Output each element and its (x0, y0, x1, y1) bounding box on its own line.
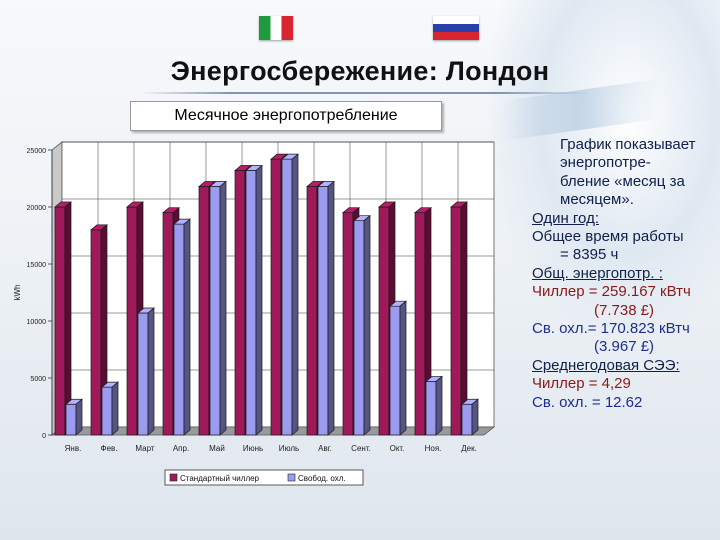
x-tick-label: Апр. (173, 444, 189, 453)
bar-standard-chiller (162, 212, 174, 436)
x-tick-label: Июль (279, 444, 299, 453)
bar-free-cooling (425, 381, 437, 436)
hours-value: = 8395 ч (560, 246, 619, 264)
bar-free-cooling-side (111, 381, 119, 436)
italy-flag-icon[interactable] (259, 16, 293, 40)
bar-standard-chiller (450, 206, 462, 436)
bar-standard-chiller (198, 186, 210, 436)
bar-free-cooling-side (435, 375, 443, 436)
bar-free-cooling-side (399, 300, 407, 436)
x-tick-label: Ноя. (425, 444, 442, 453)
bar-free-cooling-side (75, 398, 83, 436)
bar-free-cooling-side (219, 180, 227, 436)
russia-flag-icon[interactable] (433, 16, 479, 40)
bar-free-cooling (353, 220, 365, 436)
eer-chiller: Чиллер = 4,29 (532, 375, 631, 393)
bar-free-cooling (461, 403, 473, 436)
bar-free-cooling (173, 223, 185, 436)
legend-swatch (287, 473, 296, 482)
x-tick-label: Июнь (243, 444, 263, 453)
consumption-label: Общ. энергопотр. : (532, 264, 663, 282)
legend-swatch (169, 473, 178, 482)
y-tick-label: 5000 (30, 376, 46, 383)
bar-free-cooling-side (255, 164, 263, 436)
chiller-cost: (7.738 £) (594, 301, 655, 319)
bar-free-cooling (317, 186, 329, 436)
x-tick-label: Окт. (390, 444, 405, 453)
y-tick-label: 25000 (27, 148, 47, 155)
bar-free-cooling (281, 158, 293, 436)
bar-standard-chiller (342, 212, 354, 436)
x-tick-label: Май (209, 444, 225, 453)
chiller-consumption: Чиллер = 259.167 кВтч (532, 283, 691, 301)
free-cost: (3.967 £) (594, 338, 655, 356)
legend-label: Стандартный чиллер (180, 474, 260, 483)
bar-free-cooling-side (471, 398, 479, 436)
background-glow (490, 0, 720, 330)
bar-standard-chiller (306, 186, 318, 436)
chart-title: Месячное энергопотребление (130, 101, 442, 131)
y-tick-label: 10000 (27, 319, 47, 326)
eer-label: Среднегодовая СЭЭ: (532, 356, 680, 374)
bar-free-cooling-side (183, 218, 191, 436)
summary-line: График показывает (560, 136, 696, 153)
free-consumption: Св. охл.= 170.823 кВтч (532, 320, 690, 338)
bar-standard-chiller (234, 170, 246, 436)
bar-free-cooling-side (291, 153, 299, 436)
summary-line: месяцем». (560, 191, 634, 209)
x-tick-label: Янв. (65, 444, 82, 453)
y-axis-label: kWh (13, 285, 22, 301)
bar-standard-chiller-side (460, 201, 468, 436)
x-tick-label: Март (135, 444, 154, 453)
eer-free: Св. охл. = 12.62 (532, 393, 643, 411)
legend-box (164, 469, 364, 486)
y-tick-label: 20000 (27, 205, 47, 212)
hours-label: Общее время работы (532, 228, 684, 246)
energy-chart: 0 5000 10000 15000 20000 25000 kWh Янв. Фев. Март… (13, 141, 496, 486)
bar-free-cooling (209, 186, 221, 436)
page-title: Энергосбережение: Лондон (170, 56, 550, 86)
bar-standard-chiller (270, 158, 282, 436)
bar-free-cooling (65, 403, 77, 436)
bar-free-cooling-side (363, 214, 371, 436)
bar-free-cooling (101, 386, 113, 436)
x-tick-label: Дек. (461, 444, 477, 453)
y-tick-label: 0 (42, 433, 46, 440)
summary-text: График показывает энергопотре- бление «м… (532, 136, 718, 412)
bar-free-cooling (389, 305, 401, 436)
bar-free-cooling-side (147, 307, 155, 436)
y-tick-label: 15000 (27, 262, 47, 269)
legend-label: Свобод. охл. (298, 474, 346, 483)
bar-free-cooling-side (327, 180, 335, 436)
bar-free-cooling (245, 170, 257, 436)
bar-standard-chiller-side (64, 201, 72, 436)
bar-standard-chiller (126, 206, 138, 436)
x-tick-label: Авг. (318, 444, 332, 453)
bar-standard-chiller (378, 206, 390, 436)
year-label: Один год: (532, 209, 599, 227)
x-tick-label: Фев. (100, 444, 117, 453)
bar-free-cooling (137, 312, 149, 436)
bar-standard-chiller (90, 229, 102, 436)
bar-standard-chiller (54, 206, 66, 436)
bar-standard-chiller (414, 212, 426, 436)
title-divider (140, 92, 590, 94)
x-tick-label: Сент. (351, 444, 371, 453)
summary-line: энергопотре- (560, 154, 651, 172)
summary-line: бление «месяц за (560, 172, 685, 190)
